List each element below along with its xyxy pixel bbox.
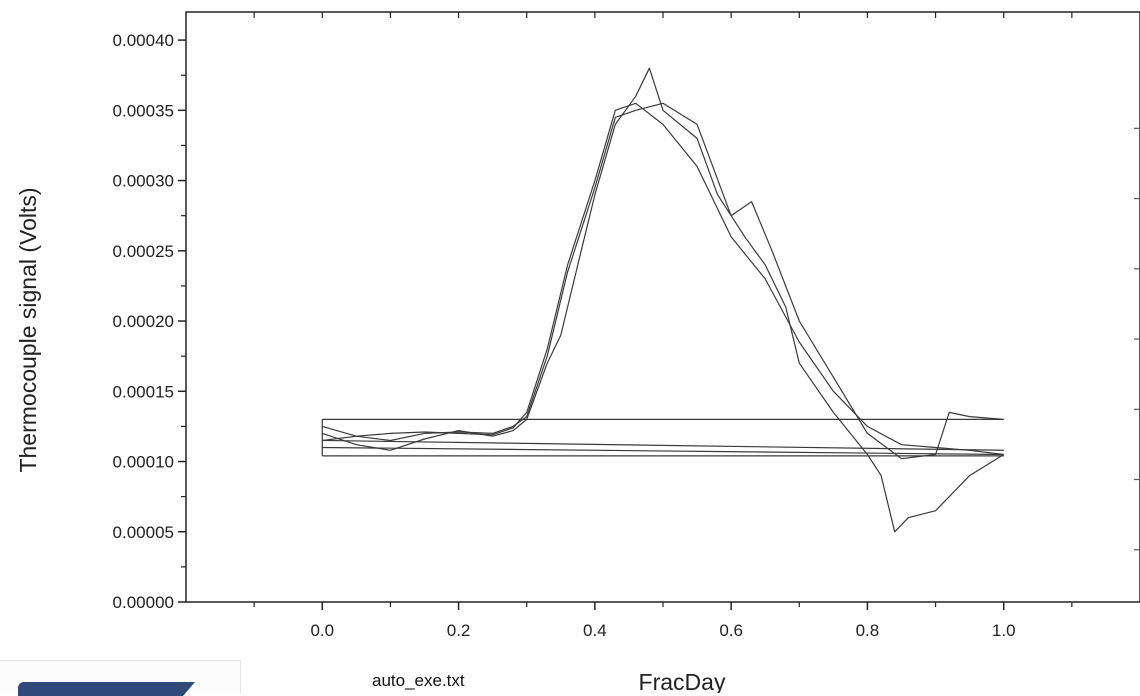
x-tick-label: 1.0 [992, 621, 1016, 640]
top-axis-ticks [253, 12, 1073, 18]
y-tick-label: 0.00000 [113, 593, 174, 612]
y-tick-label: 0.00010 [113, 453, 174, 472]
series-line-1 [322, 102, 1004, 456]
signal-series [322, 67, 1005, 533]
file-name-label: auto_exe.txt [372, 671, 465, 690]
x-tick-label: 0.8 [856, 621, 880, 640]
x-axis-title: FracDay [639, 669, 726, 693]
x-tick-label: 0.0 [310, 621, 334, 640]
plot-frame [185, 11, 1140, 603]
y-axis-title: Thermocouple signal (Volts) [15, 187, 41, 472]
y-tick-label: 0.00030 [113, 172, 174, 191]
y-tick-label: 0.00025 [113, 242, 174, 261]
baseline-line-2 [322, 439, 1004, 451]
series-line-2 [322, 67, 1005, 533]
x-axis: 0.0 0.2 0.4 0.6 0.8 1.0 [253, 602, 1073, 640]
right-axis-ticks [1134, 127, 1140, 551]
baseline-line-3 [322, 446, 1004, 456]
y-tick-label: 0.00035 [113, 101, 174, 120]
y-tick-label: 0.00005 [113, 523, 174, 542]
baseline-lines [321, 418, 1004, 457]
y-axis: 0.00000 0.00005 0.00010 0.00015 0.00020 0.000… [113, 31, 186, 612]
x-tick-label: 0.6 [719, 621, 743, 640]
y-tick-label: 0.00015 [113, 382, 174, 401]
series-line-3 [322, 102, 1004, 460]
x-tick-label: 0.2 [447, 621, 471, 640]
taskbar-tab[interactable] [18, 682, 195, 696]
y-tick-label: 0.00040 [113, 31, 174, 50]
x-tick-label: 0.4 [583, 621, 607, 640]
y-tick-label: 0.00020 [113, 312, 174, 331]
